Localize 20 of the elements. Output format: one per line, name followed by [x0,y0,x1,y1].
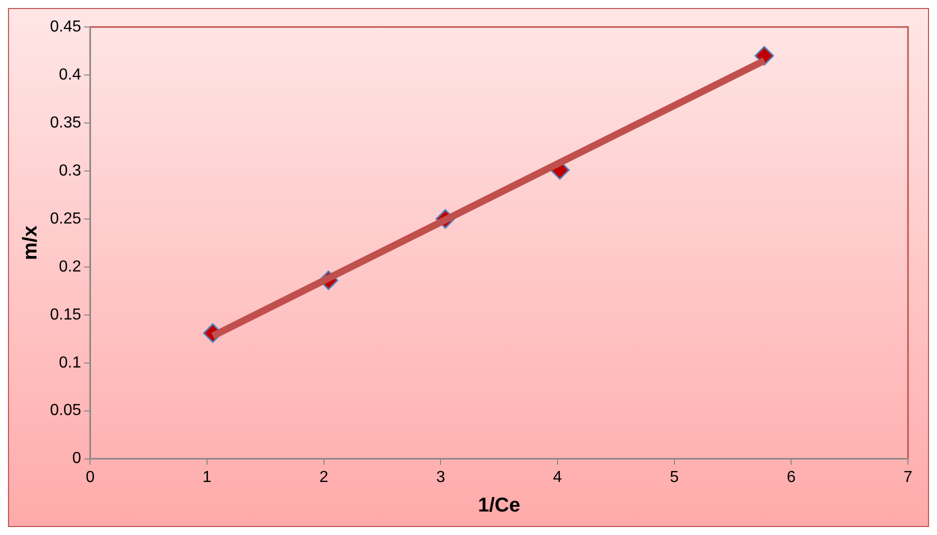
y-tick-label: 0.2 [58,258,82,276]
x-tick-label: 5 [670,468,679,486]
x-tick-label: 0 [86,468,95,486]
y-tick-label: 0.25 [50,210,82,228]
x-tick-label: 1 [202,468,212,486]
y-tick-label: 0.35 [50,114,82,132]
y-tick-label: 0 [72,450,82,468]
y-tick-label: 0.4 [58,66,82,84]
x-tick-label: 6 [786,468,796,486]
x-tick-label: 3 [436,468,446,486]
x-axis-title: 1/Ce [478,494,520,517]
x-tick-label: 2 [319,468,328,486]
y-tick-label: 0.15 [50,306,82,324]
x-tick-label: 4 [553,468,562,486]
y-tick-label: 0.45 [50,18,82,36]
y-tick-label: 0.3 [58,162,82,180]
y-tick-label: 0.05 [50,402,82,420]
y-tick-label: 0.1 [58,354,82,372]
y-axis-title: m/x [20,226,42,260]
x-tick-label: 7 [904,468,913,486]
